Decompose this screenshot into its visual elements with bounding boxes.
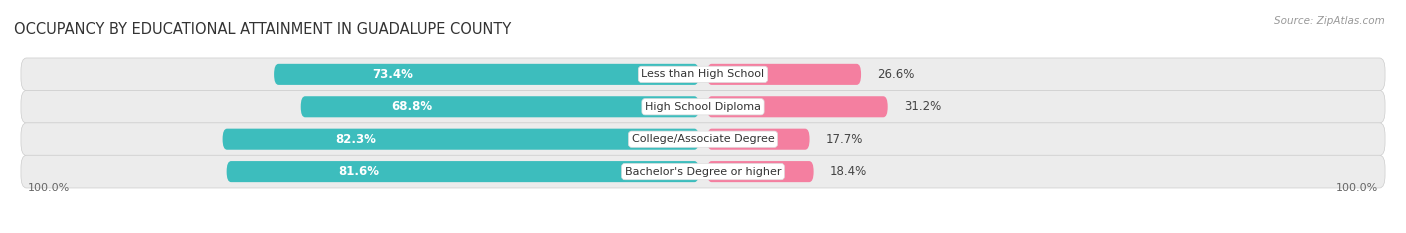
Text: OCCUPANCY BY EDUCATIONAL ATTAINMENT IN GUADALUPE COUNTY: OCCUPANCY BY EDUCATIONAL ATTAINMENT IN G… <box>14 22 512 37</box>
Text: 17.7%: 17.7% <box>827 133 863 146</box>
Text: Bachelor's Degree or higher: Bachelor's Degree or higher <box>624 167 782 177</box>
Text: 100.0%: 100.0% <box>1336 183 1378 193</box>
Text: 81.6%: 81.6% <box>339 165 380 178</box>
FancyBboxPatch shape <box>707 129 810 150</box>
Text: 82.3%: 82.3% <box>336 133 377 146</box>
Text: Less than High School: Less than High School <box>641 69 765 79</box>
Text: 73.4%: 73.4% <box>373 68 413 81</box>
FancyBboxPatch shape <box>707 64 860 85</box>
FancyBboxPatch shape <box>226 161 699 182</box>
FancyBboxPatch shape <box>707 161 814 182</box>
Text: 26.6%: 26.6% <box>877 68 915 81</box>
FancyBboxPatch shape <box>21 123 1385 156</box>
Text: 18.4%: 18.4% <box>830 165 868 178</box>
Text: 100.0%: 100.0% <box>28 183 70 193</box>
Text: High School Diploma: High School Diploma <box>645 102 761 112</box>
FancyBboxPatch shape <box>21 58 1385 91</box>
FancyBboxPatch shape <box>222 129 699 150</box>
FancyBboxPatch shape <box>707 96 887 117</box>
FancyBboxPatch shape <box>274 64 699 85</box>
Text: 31.2%: 31.2% <box>904 100 942 113</box>
Text: 68.8%: 68.8% <box>392 100 433 113</box>
Text: Source: ZipAtlas.com: Source: ZipAtlas.com <box>1274 16 1385 26</box>
Text: College/Associate Degree: College/Associate Degree <box>631 134 775 144</box>
FancyBboxPatch shape <box>21 90 1385 123</box>
FancyBboxPatch shape <box>301 96 699 117</box>
FancyBboxPatch shape <box>21 155 1385 188</box>
